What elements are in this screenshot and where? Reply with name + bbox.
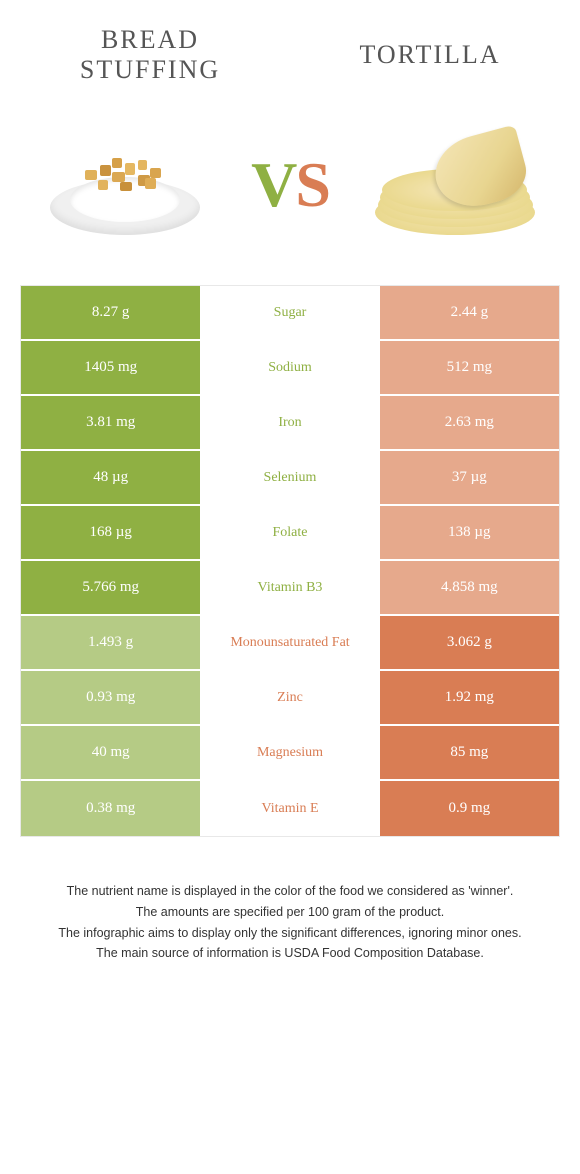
- right-value: 0.9 mg: [380, 781, 559, 836]
- right-food-title: TORTILLA: [330, 25, 530, 85]
- left-value: 5.766 mg: [21, 561, 200, 614]
- images-row: VS: [0, 95, 580, 285]
- nutrient-name: Magnesium: [200, 726, 379, 779]
- nutrient-name: Zinc: [200, 671, 379, 724]
- nutrient-name: Selenium: [200, 451, 379, 504]
- table-row: 3.81 mgIron2.63 mg: [21, 396, 559, 451]
- right-value: 85 mg: [380, 726, 559, 779]
- right-value: 1.92 mg: [380, 671, 559, 724]
- left-value: 48 µg: [21, 451, 200, 504]
- footer-line-2: The amounts are specified per 100 gram o…: [35, 903, 545, 922]
- right-value: 37 µg: [380, 451, 559, 504]
- nutrient-name: Monounsaturated Fat: [200, 616, 379, 669]
- table-row: 168 µgFolate138 µg: [21, 506, 559, 561]
- vs-v: V: [251, 149, 295, 220]
- table-row: 8.27 gSugar2.44 g: [21, 286, 559, 341]
- table-row: 0.93 mgZinc1.92 mg: [21, 671, 559, 726]
- table-row: 40 mgMagnesium85 mg: [21, 726, 559, 781]
- left-value: 40 mg: [21, 726, 200, 779]
- bread-stuffing-image: [40, 115, 210, 255]
- left-value: 8.27 g: [21, 286, 200, 339]
- table-row: 0.38 mgVitamin E0.9 mg: [21, 781, 559, 836]
- table-row: 1405 mgSodium512 mg: [21, 341, 559, 396]
- table-row: 48 µgSelenium37 µg: [21, 451, 559, 506]
- vs-label: VS: [251, 148, 329, 222]
- right-value: 2.63 mg: [380, 396, 559, 449]
- nutrient-name: Folate: [200, 506, 379, 559]
- footer-line-4: The main source of information is USDA F…: [35, 944, 545, 963]
- left-value: 0.38 mg: [21, 781, 200, 836]
- table-row: 5.766 mgVitamin B34.858 mg: [21, 561, 559, 616]
- left-value: 3.81 mg: [21, 396, 200, 449]
- nutrient-name: Iron: [200, 396, 379, 449]
- left-value: 168 µg: [21, 506, 200, 559]
- left-value: 1405 mg: [21, 341, 200, 394]
- left-food-title: BREAD STUFFING: [50, 25, 250, 85]
- left-value: 0.93 mg: [21, 671, 200, 724]
- nutrient-name: Sugar: [200, 286, 379, 339]
- header: BREAD STUFFING TORTILLA: [0, 0, 580, 95]
- right-value: 512 mg: [380, 341, 559, 394]
- tortilla-image: [370, 115, 540, 255]
- nutrient-name: Vitamin E: [200, 781, 379, 836]
- footer-line-1: The nutrient name is displayed in the co…: [35, 882, 545, 901]
- right-value: 138 µg: [380, 506, 559, 559]
- footer-notes: The nutrient name is displayed in the co…: [0, 837, 580, 963]
- nutrient-name: Vitamin B3: [200, 561, 379, 614]
- nutrient-name: Sodium: [200, 341, 379, 394]
- right-value: 3.062 g: [380, 616, 559, 669]
- right-value: 4.858 mg: [380, 561, 559, 614]
- left-value: 1.493 g: [21, 616, 200, 669]
- table-row: 1.493 gMonounsaturated Fat3.062 g: [21, 616, 559, 671]
- nutrient-table: 8.27 gSugar2.44 g1405 mgSodium512 mg3.81…: [20, 285, 560, 837]
- footer-line-3: The infographic aims to display only the…: [35, 924, 545, 943]
- right-value: 2.44 g: [380, 286, 559, 339]
- vs-s: S: [295, 149, 329, 220]
